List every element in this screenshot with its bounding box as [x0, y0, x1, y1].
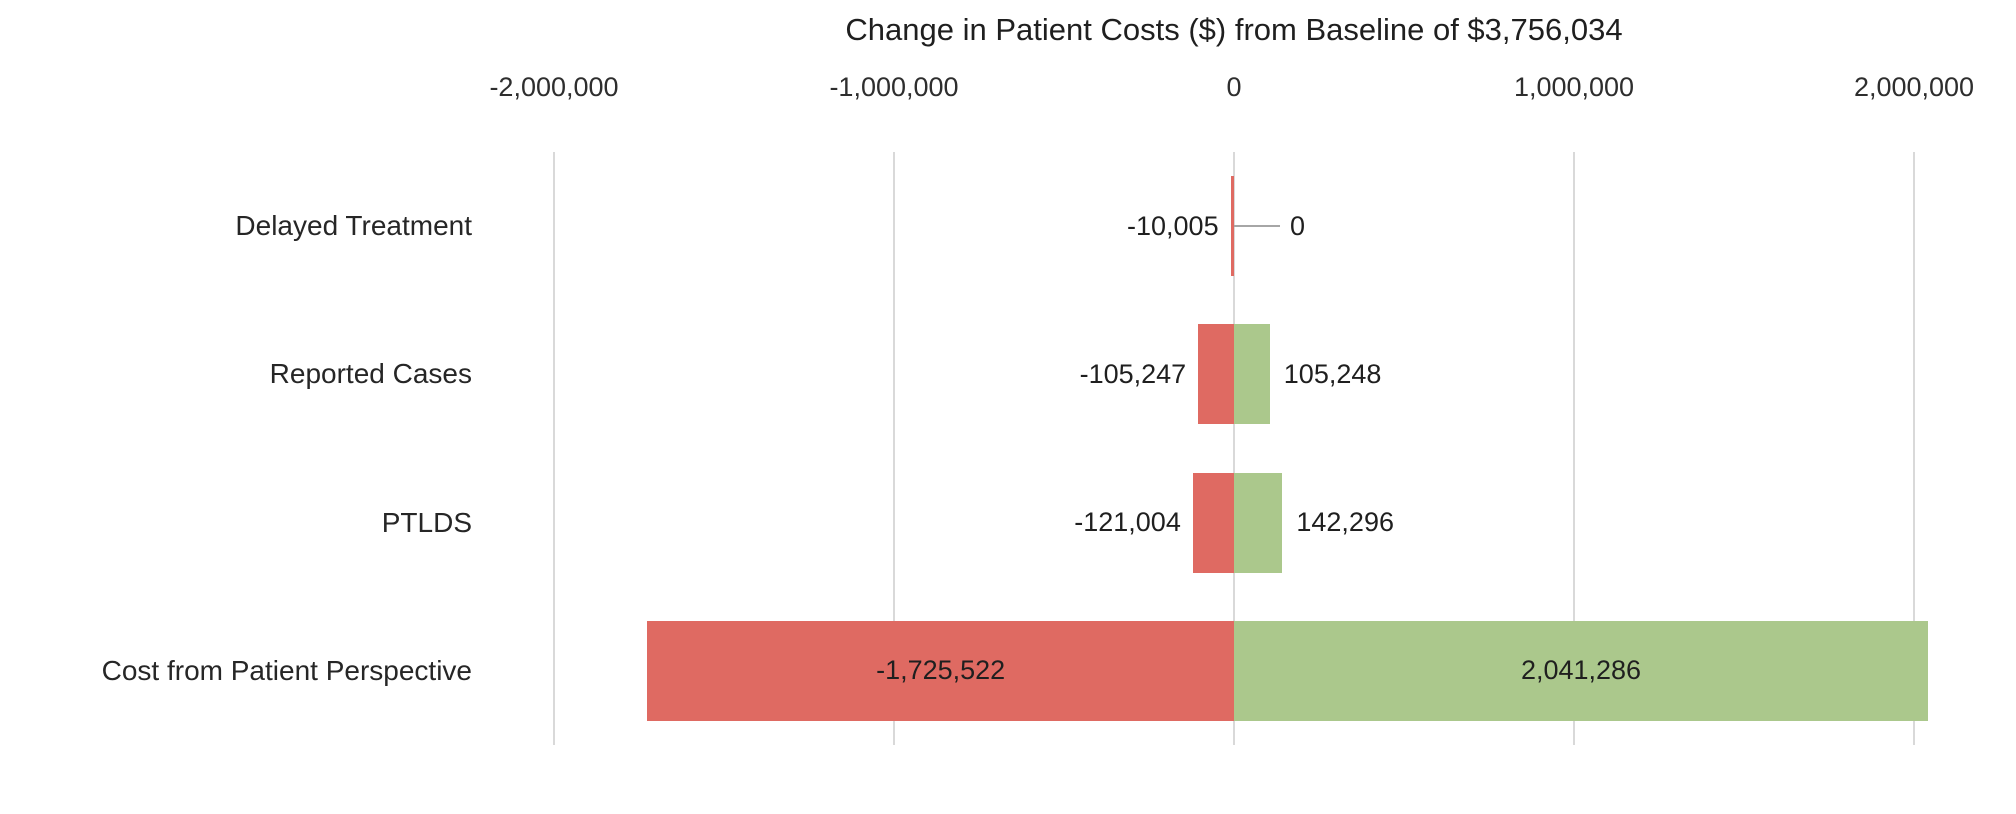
bar-positive — [1234, 620, 1929, 721]
bar-negative — [1230, 176, 1234, 277]
x-tick-label: 0 — [1226, 72, 1242, 102]
x-tick-label: -1,000,000 — [829, 72, 959, 102]
gridline — [1913, 152, 1915, 745]
plot-area: -10,005 0 -105,247 105,248 -121,004 142,296 -1… — [486, 152, 1982, 745]
category-label: Cost from Patient Perspective — [101, 654, 472, 686]
gridline — [1573, 152, 1575, 745]
gridline — [893, 152, 895, 745]
gridline — [1233, 152, 1235, 745]
value-label-negative: -10,005 — [1127, 210, 1219, 241]
value-label-positive: 0 — [1290, 210, 1306, 241]
zero-label-leader-line — [1234, 225, 1280, 228]
category-label: PTLDS — [381, 506, 472, 538]
bar-negative — [1192, 472, 1234, 573]
bar-positive — [1234, 472, 1283, 573]
value-label-positive: 2,041,286 — [1520, 655, 1642, 686]
chart-title: Change in Patient Costs ($) from Baselin… — [845, 12, 1623, 47]
x-tick-label: 2,000,000 — [1853, 72, 1975, 102]
value-label-positive: 105,248 — [1283, 358, 1382, 389]
category-label: Delayed Treatment — [235, 210, 472, 242]
bar-positive — [1234, 324, 1270, 425]
bar-negative — [1198, 324, 1234, 425]
value-label-positive: 142,296 — [1296, 507, 1394, 538]
category-label: Reported Cases — [269, 358, 472, 390]
gridline — [553, 152, 555, 745]
value-label-negative: -105,247 — [1079, 358, 1187, 389]
value-label-negative: -1,725,522 — [876, 655, 1006, 686]
value-label-negative: -121,004 — [1074, 507, 1181, 538]
x-tick-label: 1,000,000 — [1513, 72, 1635, 102]
x-tick-label: -2,000,000 — [489, 72, 619, 102]
bar-negative — [647, 620, 1234, 721]
